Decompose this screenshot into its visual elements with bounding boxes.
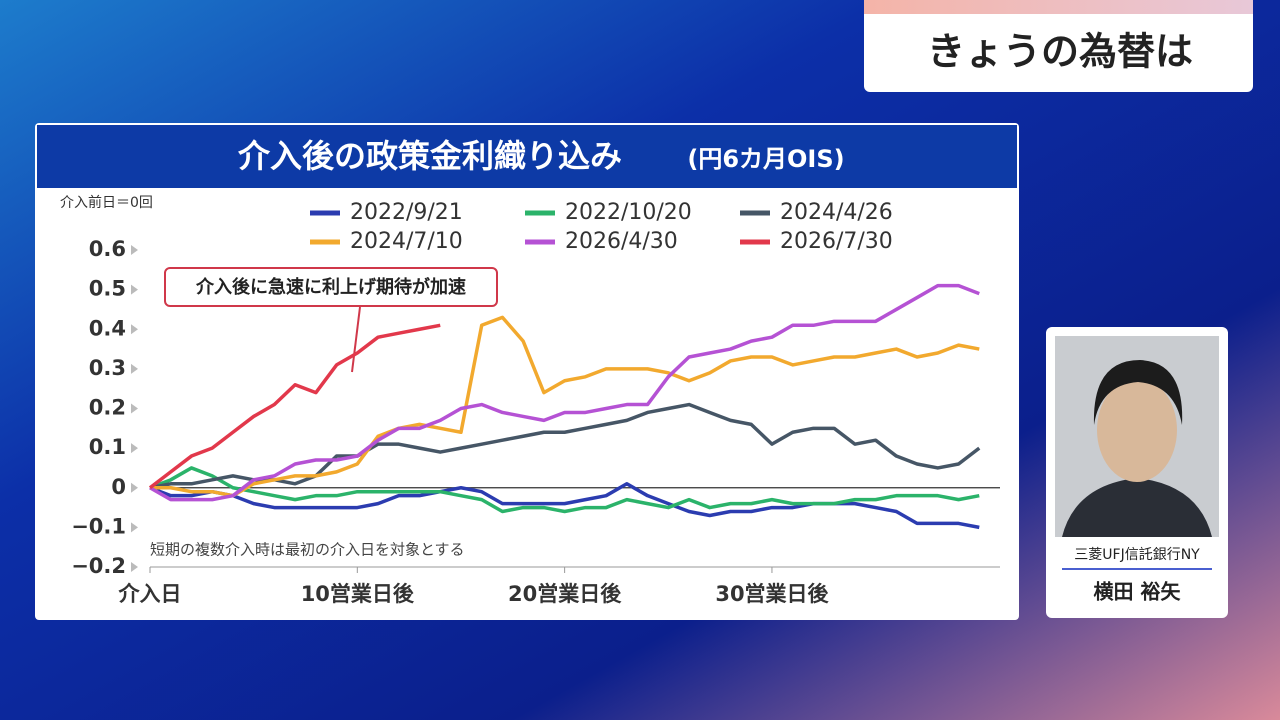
legend-label: 2024/7/10 — [350, 229, 463, 254]
speaker-company: 三菱UFJ信託銀行NY — [1074, 547, 1200, 563]
corner-strip — [864, 0, 1253, 14]
annotation-box — [164, 267, 498, 307]
corner-box — [864, 0, 1253, 92]
y-tick-mark — [131, 245, 138, 255]
y-tick-label: 0.4 — [89, 316, 126, 340]
chart-subtitle: (円6カ月OIS) — [687, 145, 844, 173]
y-tick-mark — [131, 562, 138, 572]
y-tick-label: 0.6 — [89, 237, 126, 261]
legend-label: 2026/7/30 — [780, 229, 893, 254]
x-tick-label: 介入日 — [118, 582, 182, 606]
series-line — [149, 283, 980, 502]
y-tick-mark — [131, 324, 138, 335]
chart-title: 介入後の政策金利織り込み — [237, 137, 622, 175]
photo-hair — [1093, 360, 1183, 425]
legend-label: 2026/4/30 — [565, 229, 678, 254]
legend-label: 2022/10/20 — [565, 200, 692, 225]
annotation: 介入後に急速に利上げ期待が加速 — [195, 276, 466, 298]
photo-face — [1097, 378, 1177, 482]
series-line — [149, 402, 981, 490]
series-line — [148, 323, 441, 490]
plot: 0.6 0.5 0.4 0.3 0.2 0.1 0 −0.1 −0.2 介入日 10営業日後 20営業… — [71, 200, 1000, 606]
legend-label: 2024/4/26 — [780, 200, 893, 225]
series-line — [149, 466, 980, 514]
y-tick-label: −0.1 — [71, 514, 126, 538]
y-tick-label: −0.2 — [71, 554, 126, 578]
y-tick-label: 0.5 — [89, 277, 126, 301]
y-tick-mark — [131, 284, 138, 295]
x-tick-label: 10営業日後 — [301, 582, 415, 606]
annotation-pointer — [351, 306, 361, 373]
y-tick-label: 0.2 — [89, 396, 126, 420]
series-line — [150, 315, 980, 498]
y-tick-label: 0.1 — [89, 435, 126, 459]
title-bar — [37, 125, 1017, 188]
footnote: 短期の複数介入時は最初の介入日を対象とする — [150, 541, 465, 559]
y-tick-label: 0 — [111, 475, 126, 499]
axis-note: 介入前日＝0回 — [60, 194, 153, 211]
x-tick-label: 30営業日後 — [715, 582, 829, 606]
y-tick-mark — [131, 482, 138, 493]
y-tick-mark — [131, 443, 138, 454]
photo-body — [1062, 478, 1212, 537]
corner-title: きょうの為替は — [927, 30, 1193, 74]
x-tick-label: 20営業日後 — [508, 582, 622, 606]
y-tick-mark — [131, 403, 138, 414]
y-tick-mark — [131, 522, 138, 533]
y-tick-label: 0.3 — [89, 356, 126, 380]
legend-label: 2022/9/21 — [350, 200, 463, 225]
speaker-name: 横田 裕矢 — [1094, 580, 1182, 604]
y-tick-mark — [131, 363, 138, 374]
